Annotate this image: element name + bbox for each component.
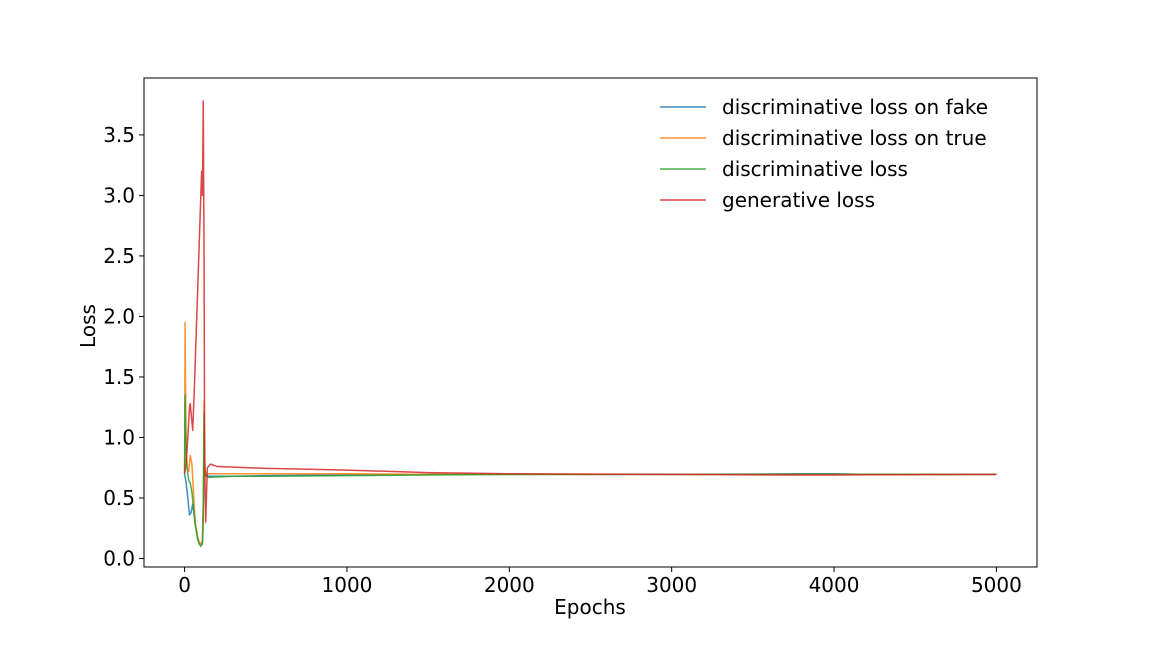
- legend-label: discriminative loss: [722, 157, 908, 181]
- x-tick-label: 1000: [322, 573, 373, 597]
- x-axis: 0 1000 2000 3000 4000 5000: [178, 567, 1022, 597]
- y-tick-label: 1.5: [103, 365, 135, 389]
- y-axis-title: Loss: [76, 304, 100, 348]
- x-tick-label: 0: [178, 573, 191, 597]
- y-tick-label: 3.5: [103, 123, 135, 147]
- x-axis-title: Epochs: [554, 595, 626, 619]
- y-tick-label: 0.5: [103, 486, 135, 510]
- y-tick-label: 2.5: [103, 244, 135, 268]
- x-tick-label: 5000: [971, 573, 1022, 597]
- y-tick-label: 1.0: [103, 425, 135, 449]
- series-line-3: [183, 394, 997, 548]
- legend-label: discriminative loss on true: [722, 126, 987, 150]
- x-tick-label: 3000: [646, 573, 697, 597]
- y-tick-label: 0.0: [103, 547, 135, 571]
- plot-frame: [143, 77, 1038, 568]
- y-axis: 0.0 0.5 1.0 1.5 2.0 2.5 3.0 3.5: [103, 123, 144, 571]
- x-tick-label: 2000: [484, 573, 535, 597]
- series-lines: [183, 100, 997, 548]
- series-line-4: [183, 100, 997, 523]
- legend-label: discriminative loss on fake: [722, 95, 988, 119]
- y-tick-label: 3.0: [103, 183, 135, 207]
- x-tick-label: 4000: [809, 573, 860, 597]
- legend: discriminative loss on fake discriminativ…: [660, 95, 988, 212]
- legend-label: generative loss: [722, 188, 875, 212]
- y-tick-label: 2.0: [103, 304, 135, 328]
